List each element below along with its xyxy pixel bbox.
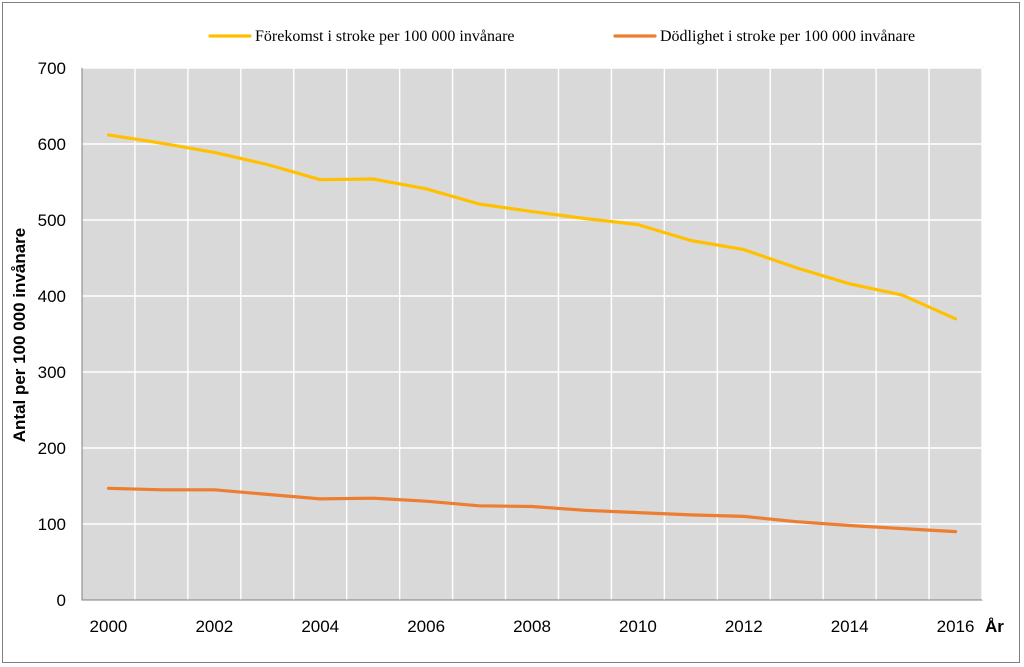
y-tick-label: 0 <box>57 591 66 610</box>
x-tick-label: 2010 <box>619 617 657 636</box>
y-axis-title: Antal per 100 000 invånare <box>10 228 29 443</box>
y-tick-label: 600 <box>38 135 66 154</box>
x-tick-label: 2006 <box>407 617 445 636</box>
y-tick-label: 500 <box>38 211 66 230</box>
x-tick-label: 2000 <box>90 617 128 636</box>
legend-label-1: Förekomst i stroke per 100 000 invånare <box>255 28 515 45</box>
x-tick-label: 2016 <box>937 617 975 636</box>
grid-lines <box>81 67 983 601</box>
y-tick-label: 400 <box>38 287 66 306</box>
legend-label-2: Dödlighet i stroke per 100 000 invånare <box>660 28 915 45</box>
y-axis-ticks: 0 100 200 300 400 500 600 700 <box>38 59 66 610</box>
series-line-2 <box>106 486 958 534</box>
series-line-1 <box>106 133 958 321</box>
plot-area <box>81 67 983 601</box>
x-tick-label: 2004 <box>301 617 339 636</box>
x-axis-ticks: 2000 2002 2004 2006 2008 2010 2012 2014 2016 <box>90 617 975 636</box>
y-tick-label: 300 <box>38 363 66 382</box>
x-tick-label: 2014 <box>831 617 869 636</box>
x-tick-label: 2012 <box>725 617 763 636</box>
y-tick-label: 100 <box>38 515 66 534</box>
legend: Förekomst i stroke per 100 000 invånare D… <box>208 28 915 45</box>
y-tick-label: 700 <box>38 59 66 78</box>
x-axis-title: År <box>985 617 1004 636</box>
x-tick-label: 2008 <box>513 617 551 636</box>
series-group <box>106 133 958 534</box>
y-tick-label: 200 <box>38 439 66 458</box>
x-tick-label: 2002 <box>195 617 233 636</box>
